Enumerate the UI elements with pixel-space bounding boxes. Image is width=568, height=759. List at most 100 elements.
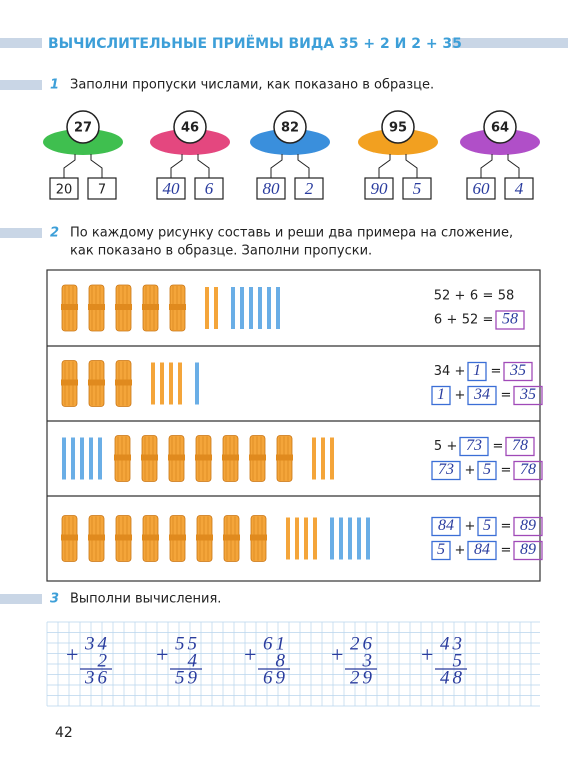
bundle-tie <box>223 534 240 541</box>
stick <box>330 437 334 480</box>
number-circle <box>173 110 207 144</box>
part: 5 <box>413 179 422 198</box>
number-circle <box>381 110 415 144</box>
answer-box <box>467 385 497 406</box>
number-circle <box>273 110 307 144</box>
stick <box>267 287 271 329</box>
digits: 5 <box>453 650 466 671</box>
digits: 8 <box>276 650 289 671</box>
operator: + <box>455 388 466 403</box>
answer-box <box>505 436 535 457</box>
part-box <box>156 177 186 200</box>
operator: = <box>501 543 512 558</box>
stick <box>321 437 325 480</box>
answer-box <box>467 361 487 382</box>
stick <box>312 437 316 480</box>
part-box <box>364 177 394 200</box>
stick <box>286 517 290 560</box>
stick <box>348 517 352 560</box>
stick <box>276 287 280 329</box>
stick <box>339 517 343 560</box>
stick <box>366 517 370 560</box>
task-number: 3 <box>50 592 59 607</box>
connector <box>270 154 283 178</box>
bundle-tie <box>115 304 132 310</box>
stick <box>258 287 262 329</box>
bundle-tie <box>142 534 159 541</box>
stick <box>71 437 75 480</box>
stick <box>151 362 155 405</box>
part: 90 <box>371 179 389 198</box>
answer-box <box>513 540 543 561</box>
operator: = <box>483 313 494 328</box>
part: 4 <box>515 179 524 198</box>
plus: + <box>330 642 345 667</box>
stick <box>304 517 308 560</box>
answer-box <box>513 385 543 406</box>
number: 52 <box>462 313 479 328</box>
answer: 5 <box>483 517 491 534</box>
answer-box <box>431 516 461 537</box>
stick <box>313 517 317 560</box>
answer: 89 <box>520 541 536 558</box>
bundle-tie <box>249 454 266 461</box>
digits: 48 <box>440 667 465 688</box>
answer-box <box>503 361 533 382</box>
connector <box>197 154 210 178</box>
operator: + <box>447 439 458 454</box>
operator: + <box>455 289 466 304</box>
total: 82 <box>281 121 299 136</box>
digits: 61 <box>263 633 288 654</box>
answer-box <box>431 460 461 481</box>
part: 20 <box>56 183 73 198</box>
digits: 69 <box>263 667 288 688</box>
part: 2 <box>305 179 314 198</box>
number: 34 <box>434 364 451 379</box>
answer: 58 <box>502 311 518 328</box>
bundle-tie <box>88 304 105 310</box>
operator: + <box>455 364 466 379</box>
part-box <box>194 177 224 200</box>
answer: 34 <box>473 386 490 403</box>
part: 60 <box>473 179 491 198</box>
stick <box>169 362 173 405</box>
stick <box>160 362 164 405</box>
operator: + <box>465 463 476 478</box>
bundle-tie <box>195 454 212 461</box>
bundle-tie <box>196 534 213 541</box>
operator: + <box>465 519 476 534</box>
digits: 26 <box>350 633 375 654</box>
number: 6 <box>470 289 478 304</box>
title: ВЫЧИСЛИТЕЛЬНЫЕ ПРИЁМЫ ВИДА 35 + 2 И 2 + … <box>48 35 462 52</box>
operator: = <box>501 519 512 534</box>
bundle-tie <box>114 454 131 461</box>
operator: = <box>483 289 494 304</box>
digits: 34 <box>84 633 110 654</box>
part: 80 <box>263 179 281 198</box>
page-number: 42 <box>55 725 73 741</box>
bundle-tie <box>115 379 132 386</box>
answer-box <box>467 540 497 561</box>
total: 27 <box>74 121 92 136</box>
stick <box>240 287 244 329</box>
number: 6 <box>434 313 442 328</box>
answer: 73 <box>466 437 482 454</box>
bundle-tie <box>141 454 158 461</box>
plus: + <box>155 642 170 667</box>
stripe <box>452 38 568 48</box>
table <box>46 269 541 582</box>
answer-box <box>477 460 497 481</box>
answer: 78 <box>520 461 536 478</box>
connector <box>170 154 183 178</box>
stick <box>80 437 84 480</box>
operator: + <box>447 313 458 328</box>
stripe <box>0 38 42 48</box>
answer: 35 <box>519 386 536 403</box>
number-circle <box>483 110 517 144</box>
answer: 73 <box>438 461 454 478</box>
part-box <box>466 177 496 200</box>
digits: 55 <box>175 633 200 654</box>
part-box <box>294 177 324 200</box>
task-number: 1 <box>50 78 59 93</box>
task-marker <box>0 594 42 604</box>
